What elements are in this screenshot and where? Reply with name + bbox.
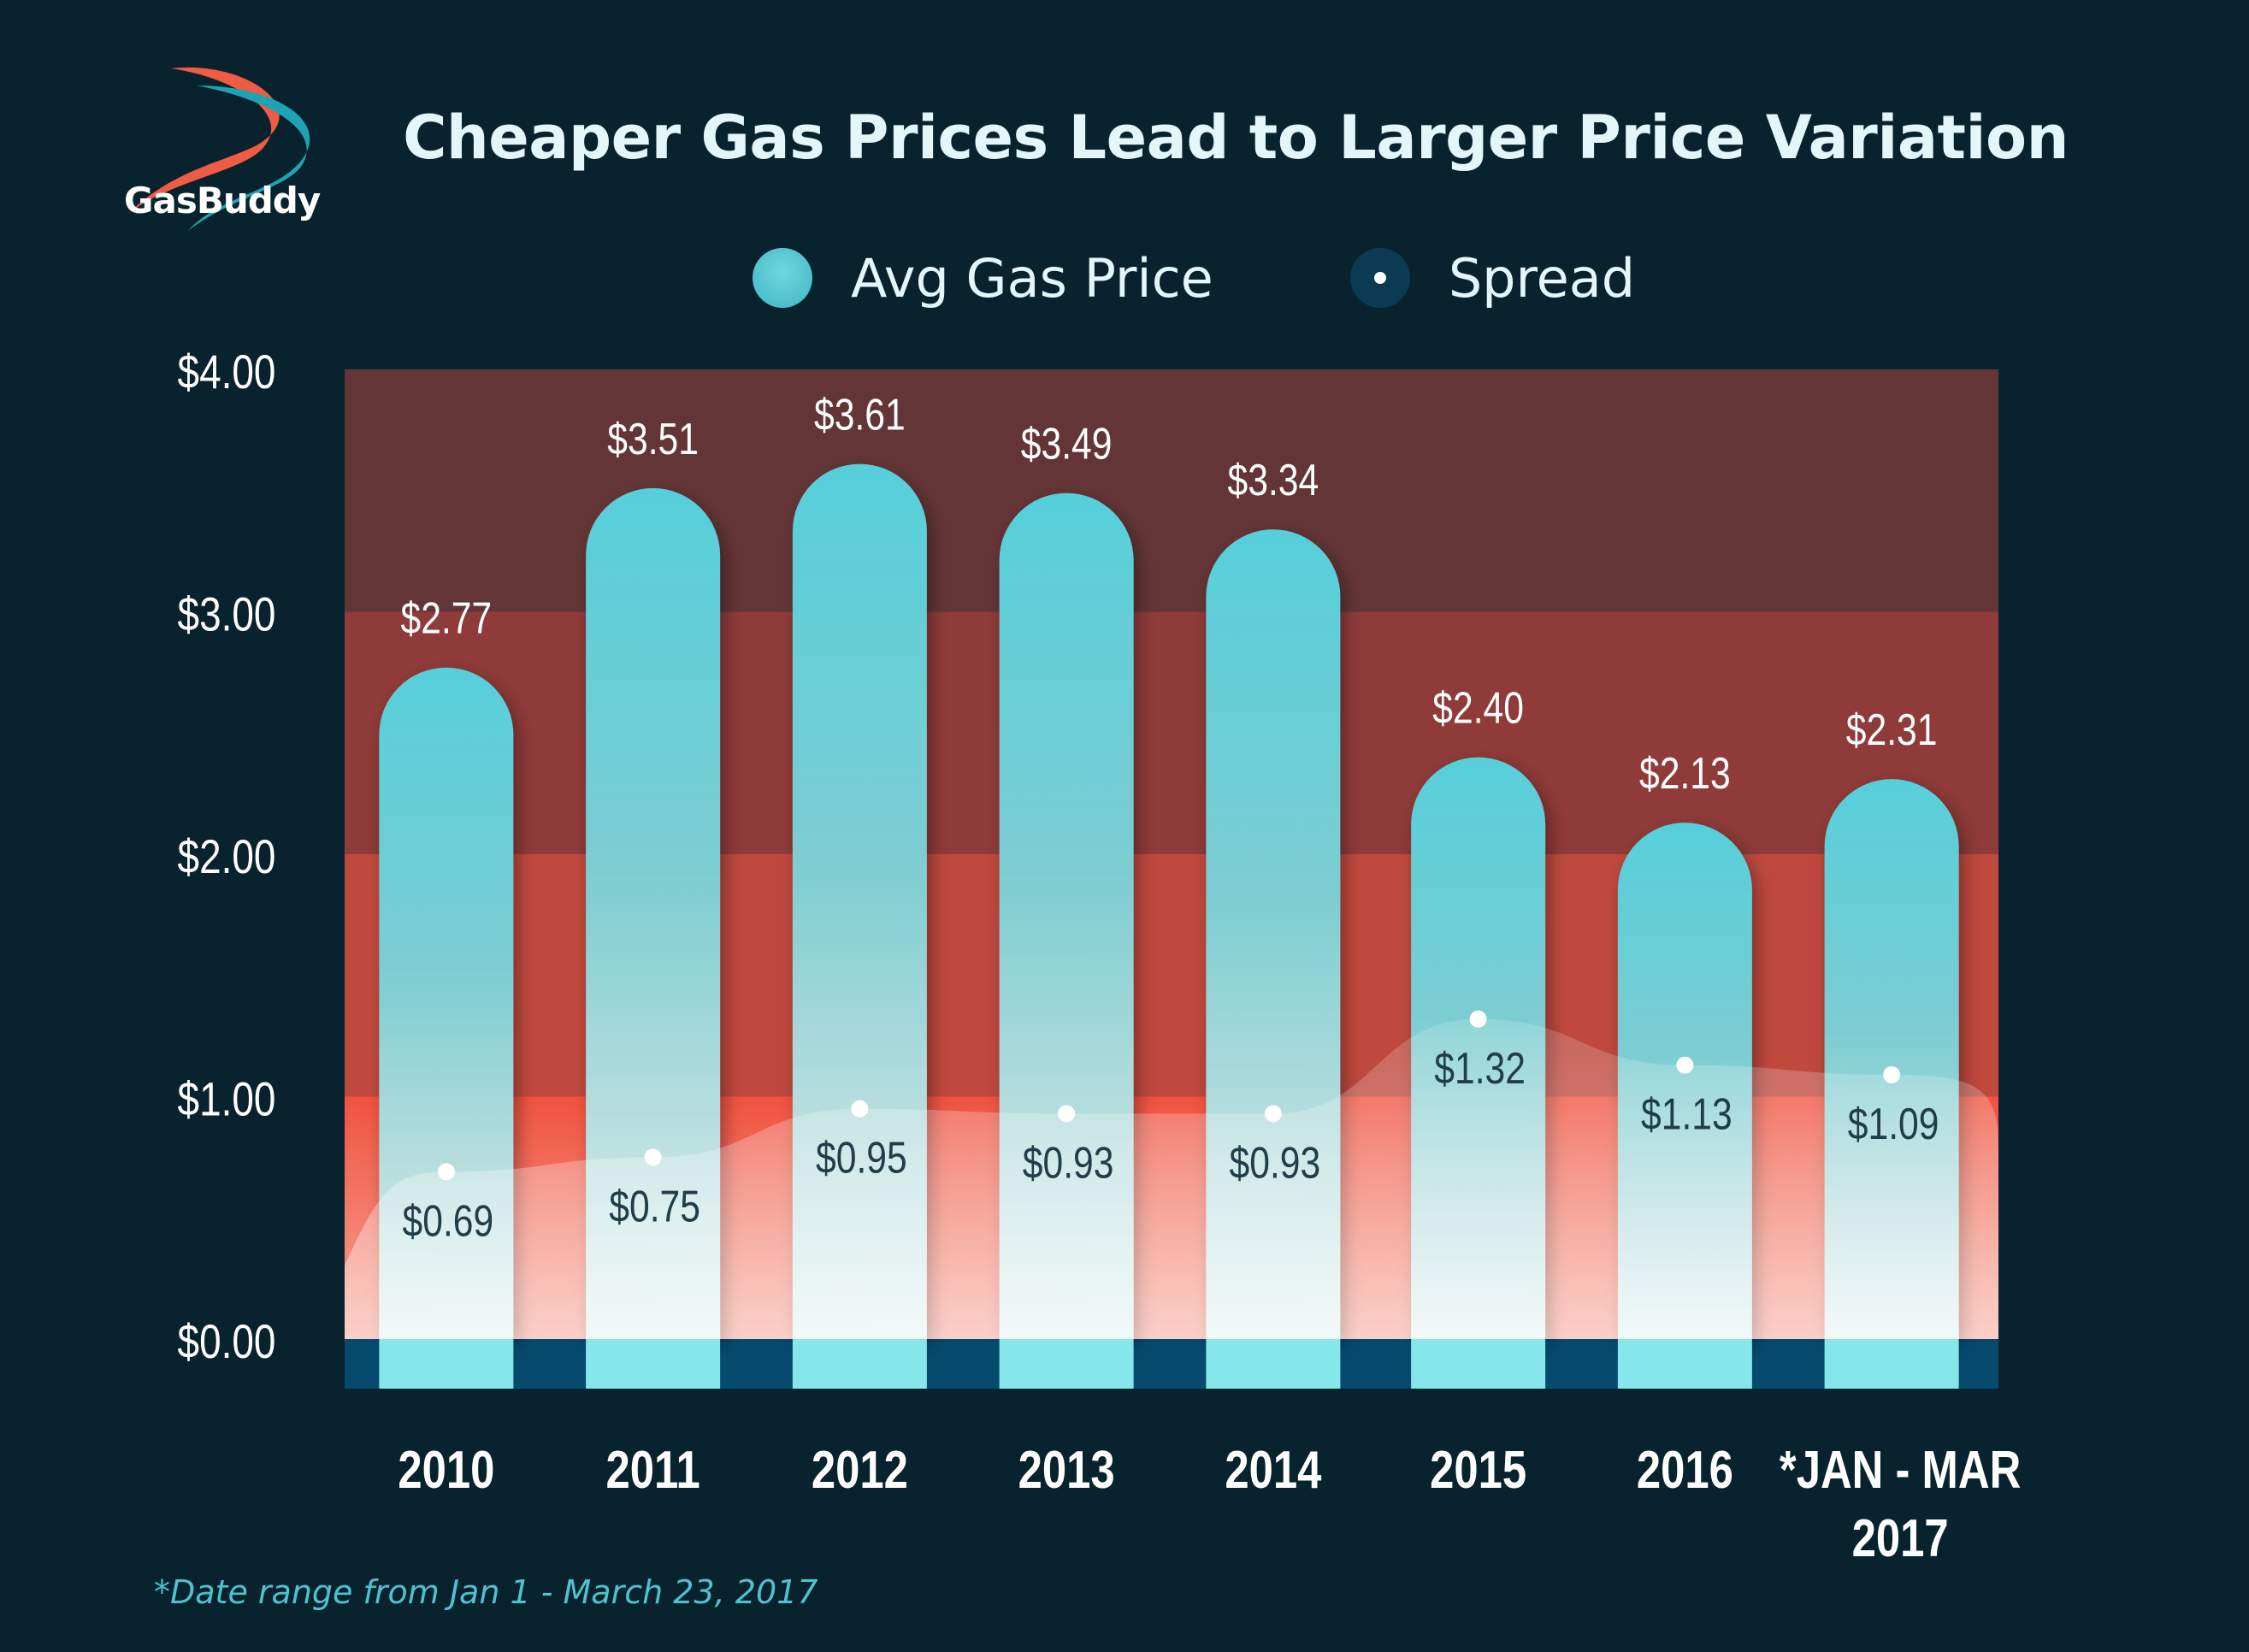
bar-2011 <box>586 487 721 1339</box>
bar-base-2010 <box>379 1339 514 1389</box>
footnote: *Date range from Jan 1 - March 23, 2017 <box>154 1573 818 1611</box>
chart-title: Cheaper Gas Prices Lead to Larger Price … <box>403 103 2069 173</box>
legend: Avg Gas Price Spread <box>753 239 1772 316</box>
avg-price-label: $3.34 <box>1228 456 1319 505</box>
legend-label-avg: Avg Gas Price <box>851 246 1213 310</box>
bar-base-2016 <box>1617 1339 1752 1389</box>
y-tick-label: $1.00 <box>178 1072 276 1125</box>
y-tick-label: $0.00 <box>178 1315 276 1368</box>
legend-item-avg: Avg Gas Price <box>753 247 1213 310</box>
spread-label: $0.75 <box>609 1182 700 1231</box>
avg-price-label: $2.31 <box>1846 705 1938 755</box>
x-tick-label: 2014 <box>1225 1441 1322 1500</box>
x-tick-label: 2010 <box>398 1441 494 1500</box>
bar-base-2013 <box>999 1339 1134 1389</box>
spread-point-2014 <box>1264 1105 1282 1123</box>
legend-swatch-spread-icon <box>1349 248 1410 308</box>
avg-price-label: $3.51 <box>607 415 699 464</box>
bar-base-2011 <box>586 1339 721 1389</box>
logo-text: GasBuddy <box>124 180 321 221</box>
spread-label: $1.32 <box>1434 1044 1526 1094</box>
avg-price-label: $2.13 <box>1639 749 1731 799</box>
avg-price-label: $2.40 <box>1432 684 1524 734</box>
spread-point-*JAN - MAR 2017 <box>1883 1065 1901 1083</box>
spread-label: $0.95 <box>816 1134 907 1183</box>
spread-label: $0.69 <box>403 1196 494 1246</box>
spread-label: $0.93 <box>1023 1138 1114 1188</box>
spread-points <box>437 1010 1901 1181</box>
avg-price-label: $2.77 <box>401 594 493 644</box>
spread-point-2012 <box>851 1100 869 1118</box>
bar-2010 <box>379 667 514 1339</box>
spread-point-2016 <box>1676 1056 1694 1074</box>
spread-area-fill <box>345 1018 1998 1339</box>
x-tick-label: *JAN - MAR <box>1780 1441 2021 1500</box>
spread-label: $0.93 <box>1230 1138 1321 1188</box>
spread-area <box>345 1018 1998 1339</box>
x-tick-label: 2015 <box>1430 1441 1526 1500</box>
bar-base-2012 <box>792 1339 927 1389</box>
bar-base-*JAN - MAR 2017 <box>1824 1339 1959 1389</box>
x-tick-label: 2012 <box>812 1441 908 1500</box>
spread-point-2011 <box>644 1148 662 1166</box>
spread-label: $1.09 <box>1848 1100 1939 1149</box>
y-tick-label: $3.00 <box>178 587 276 640</box>
x-tick-label: 2017 <box>1852 1509 1949 1568</box>
x-axis-labels: 2010 2011 2012 2013 2014 2015 2016 *JAN - MAR 20… <box>398 1441 2021 1568</box>
y-axis-ticks: $0.00 $1.00 $2.00 $3.00 $4.00 <box>178 345 276 1368</box>
y-tick-label: $4.00 <box>178 345 276 398</box>
bar-base-2014 <box>1206 1339 1341 1389</box>
spread-point-2013 <box>1058 1105 1076 1123</box>
avg-price-label: $3.61 <box>814 391 906 440</box>
bar-base-2015 <box>1411 1339 1546 1389</box>
y-tick-label: $2.00 <box>178 830 276 883</box>
spread-point-2015 <box>1469 1010 1487 1028</box>
x-tick-label: 2011 <box>605 1441 699 1500</box>
legend-swatch-avg-icon <box>753 248 812 308</box>
avg-price-label: $3.49 <box>1021 420 1113 469</box>
spread-point-2010 <box>437 1163 455 1181</box>
legend-label-spread: Spread <box>1448 246 1636 310</box>
spread-label: $1.13 <box>1641 1090 1732 1140</box>
x-tick-label: 2016 <box>1637 1441 1733 1500</box>
data-labels: $2.77 $3.51 $3.61 $3.49 $3.34 $2.40 $2.13 $2.31… <box>401 391 1939 1247</box>
legend-item-spread: Spread <box>1349 246 1636 310</box>
x-tick-label: 2013 <box>1018 1441 1115 1500</box>
